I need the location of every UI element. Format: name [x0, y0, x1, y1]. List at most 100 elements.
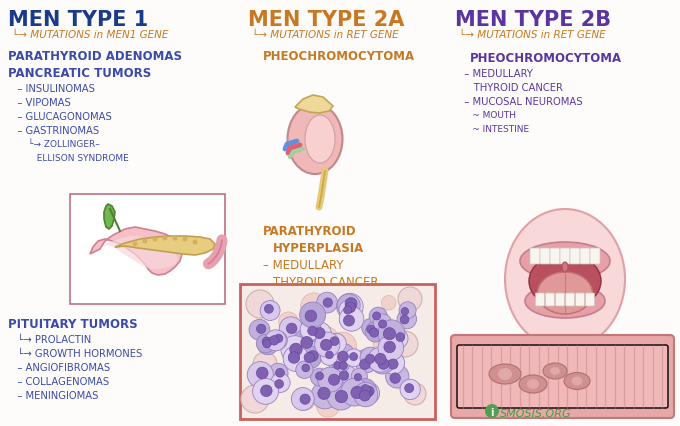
Circle shape	[143, 239, 148, 244]
Circle shape	[373, 332, 396, 355]
FancyBboxPatch shape	[575, 294, 585, 306]
Text: ELLISON SYNDROME: ELLISON SYNDROME	[8, 154, 129, 163]
FancyBboxPatch shape	[556, 294, 564, 306]
Circle shape	[485, 404, 499, 418]
Circle shape	[388, 359, 398, 369]
Circle shape	[339, 371, 349, 380]
Circle shape	[249, 320, 270, 340]
Circle shape	[332, 355, 350, 373]
Circle shape	[368, 347, 393, 372]
Text: ~ INTESTINE: ~ INTESTINE	[455, 125, 529, 134]
Circle shape	[301, 337, 313, 348]
Text: └→ PROLACTIN: └→ PROLACTIN	[8, 334, 91, 344]
Circle shape	[260, 385, 272, 397]
Circle shape	[279, 317, 303, 341]
Circle shape	[339, 362, 347, 370]
Text: THYROID CANCER: THYROID CANCER	[455, 83, 563, 93]
FancyBboxPatch shape	[540, 248, 550, 265]
Ellipse shape	[305, 116, 335, 164]
Circle shape	[365, 322, 386, 342]
Ellipse shape	[571, 377, 583, 386]
Circle shape	[375, 354, 386, 365]
Circle shape	[307, 351, 318, 362]
Circle shape	[307, 322, 331, 347]
Text: – COLLAGENOMAS: – COLLAGENOMAS	[8, 376, 109, 386]
Circle shape	[397, 310, 417, 329]
Circle shape	[343, 306, 352, 314]
Circle shape	[252, 379, 279, 404]
Circle shape	[152, 237, 158, 242]
Text: – VIPOMAS: – VIPOMAS	[8, 98, 71, 108]
FancyBboxPatch shape	[580, 248, 590, 265]
Text: – INSULINOMAS: – INSULINOMAS	[8, 84, 95, 94]
Circle shape	[315, 332, 340, 357]
Circle shape	[401, 308, 409, 315]
Circle shape	[382, 352, 405, 374]
Circle shape	[381, 296, 396, 311]
Circle shape	[253, 352, 277, 376]
Polygon shape	[90, 227, 182, 275]
Ellipse shape	[489, 364, 521, 384]
Circle shape	[316, 394, 340, 417]
Circle shape	[334, 362, 341, 369]
Circle shape	[378, 359, 389, 369]
Circle shape	[343, 315, 354, 326]
FancyBboxPatch shape	[451, 335, 674, 418]
Text: – MEDULLARY: – MEDULLARY	[455, 69, 533, 79]
Ellipse shape	[527, 379, 539, 389]
Circle shape	[275, 334, 283, 343]
Circle shape	[360, 347, 381, 368]
Circle shape	[379, 320, 387, 328]
Ellipse shape	[537, 272, 592, 314]
Ellipse shape	[562, 262, 568, 272]
Circle shape	[359, 381, 376, 398]
Circle shape	[388, 329, 408, 349]
Circle shape	[404, 383, 426, 405]
Circle shape	[329, 357, 347, 374]
Circle shape	[384, 328, 396, 340]
Circle shape	[355, 349, 378, 373]
Circle shape	[396, 333, 405, 342]
Circle shape	[338, 351, 348, 362]
Text: MEN TYPE 1: MEN TYPE 1	[8, 10, 148, 30]
Circle shape	[337, 294, 363, 320]
Circle shape	[326, 351, 333, 359]
Text: ~ MOUTH: ~ MOUTH	[455, 111, 516, 120]
Circle shape	[163, 236, 167, 241]
Text: – MUCOSAL NEUROMAS: – MUCOSAL NEUROMAS	[455, 97, 583, 107]
Ellipse shape	[288, 105, 343, 175]
Circle shape	[386, 365, 409, 388]
Circle shape	[323, 298, 333, 308]
Polygon shape	[95, 236, 178, 269]
Circle shape	[345, 298, 357, 310]
Circle shape	[269, 363, 288, 383]
Circle shape	[320, 340, 332, 351]
Circle shape	[286, 323, 297, 334]
Circle shape	[316, 372, 324, 380]
Circle shape	[296, 361, 313, 379]
Circle shape	[399, 302, 416, 319]
Circle shape	[392, 331, 418, 357]
Circle shape	[358, 382, 379, 404]
Ellipse shape	[550, 367, 560, 375]
Circle shape	[364, 386, 374, 396]
Circle shape	[354, 374, 362, 381]
Circle shape	[314, 328, 325, 339]
Ellipse shape	[520, 242, 610, 280]
Circle shape	[248, 362, 273, 388]
Circle shape	[311, 368, 328, 386]
Bar	[240, 284, 435, 419]
Circle shape	[365, 354, 375, 364]
Text: └→ MUTATIONS in RET GENE: └→ MUTATIONS in RET GENE	[252, 30, 398, 40]
Circle shape	[335, 390, 347, 403]
Circle shape	[318, 367, 343, 392]
FancyBboxPatch shape	[570, 248, 580, 265]
Circle shape	[351, 386, 363, 399]
FancyBboxPatch shape	[545, 294, 554, 306]
Circle shape	[360, 385, 371, 395]
Text: PANCREATIC TUMORS: PANCREATIC TUMORS	[8, 67, 151, 80]
Circle shape	[317, 293, 337, 313]
Circle shape	[271, 373, 290, 392]
Circle shape	[275, 368, 284, 377]
Circle shape	[398, 287, 422, 311]
